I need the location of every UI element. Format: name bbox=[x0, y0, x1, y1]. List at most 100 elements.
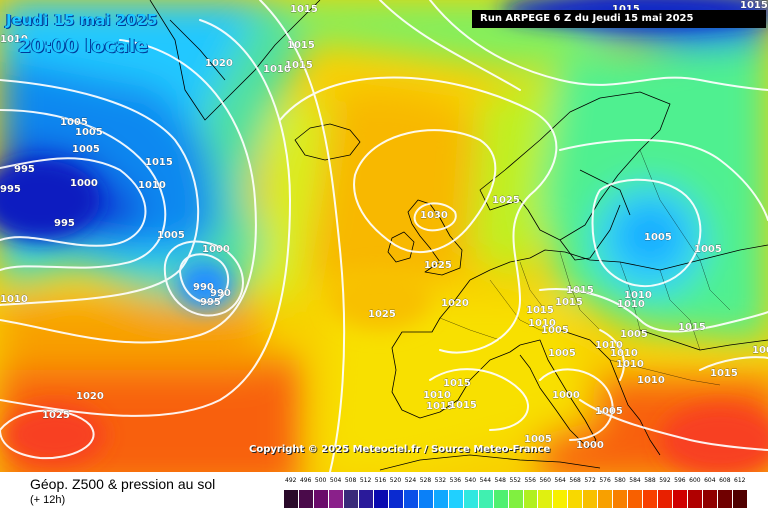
scale-swatch bbox=[388, 490, 404, 508]
scale-swatch bbox=[553, 490, 569, 508]
isobar-label: 1015 bbox=[678, 322, 706, 333]
scale-swatch bbox=[284, 490, 299, 508]
isobar-label: 1010 bbox=[617, 299, 645, 310]
color-scale-swatches bbox=[284, 490, 749, 508]
scale-swatch bbox=[628, 490, 644, 508]
isobar-label: 1010 bbox=[528, 318, 556, 329]
scale-swatch bbox=[508, 490, 524, 508]
isobar-label: 1010 bbox=[616, 359, 644, 370]
isobar-label: 1025 bbox=[368, 309, 396, 320]
scale-swatch bbox=[523, 490, 539, 508]
scale-label: 588 bbox=[644, 477, 656, 484]
isobar-label: 1025 bbox=[424, 260, 452, 271]
scale-swatch bbox=[373, 490, 389, 508]
run-info-banner: Run ARPEGE 6 Z du Jeudi 15 mai 2025 bbox=[472, 10, 766, 28]
isobar-label: 1005 bbox=[157, 230, 185, 241]
scale-swatch bbox=[673, 490, 689, 508]
isobar-label: 1005 bbox=[644, 232, 672, 243]
isobar-label: 1000 bbox=[576, 440, 604, 451]
scale-label: 540 bbox=[464, 477, 477, 484]
scale-swatch bbox=[298, 490, 314, 508]
scale-swatch bbox=[538, 490, 554, 508]
isobar-label: 1025 bbox=[492, 195, 520, 206]
scale-swatch bbox=[403, 490, 419, 508]
isobar-label: 990 bbox=[193, 282, 214, 293]
legend-title: Géop. Z500 & pression au sol bbox=[30, 476, 216, 492]
scale-label: 496 bbox=[299, 477, 312, 484]
scale-label: 568 bbox=[569, 477, 581, 484]
isobar-label: 1010 bbox=[624, 290, 652, 301]
isobar-label: 1005 bbox=[75, 127, 103, 138]
scale-swatch bbox=[643, 490, 659, 508]
isobar-label: 1005 bbox=[752, 345, 768, 356]
isobar-label: 1005 bbox=[60, 117, 88, 128]
isobar-label: 995 bbox=[54, 218, 75, 229]
isobar-label: 1010 bbox=[138, 180, 166, 191]
scale-label: 492 bbox=[285, 477, 297, 484]
legend-bar: Géop. Z500 & pression au sol (+ 12h) 492… bbox=[0, 472, 768, 512]
isobar-label: 1015 bbox=[145, 157, 173, 168]
scale-swatch bbox=[313, 490, 329, 508]
scale-label: 544 bbox=[479, 477, 492, 484]
isobar-label: 995 bbox=[14, 164, 35, 175]
scale-swatch bbox=[448, 490, 464, 508]
scale-swatch bbox=[703, 490, 719, 508]
isobar-label: 1010 bbox=[595, 340, 623, 351]
isobar-label: 1005 bbox=[595, 406, 623, 417]
isobar-label: 1005 bbox=[541, 325, 569, 336]
scale-label: 536 bbox=[449, 477, 462, 484]
scale-swatch bbox=[598, 490, 614, 508]
isobar-label: 1000 bbox=[70, 178, 98, 189]
forecast-time: 20:00 locale bbox=[18, 35, 149, 57]
scale-label: 548 bbox=[494, 477, 506, 484]
scale-label: 532 bbox=[434, 477, 447, 484]
isobar-label: 995 bbox=[0, 184, 21, 195]
color-scale: 492 496 500 504 508 512 516 520 524 528 532 536 540 5… bbox=[284, 477, 749, 508]
scale-label: 556 bbox=[524, 477, 536, 484]
isobar-label: 1010 bbox=[263, 64, 291, 75]
isobar-label: 1005 bbox=[620, 329, 648, 340]
isobar-label: 1020 bbox=[76, 391, 104, 402]
isobar-label: 1015 bbox=[612, 4, 640, 15]
scale-label: 524 bbox=[404, 477, 417, 484]
scale-swatch bbox=[463, 490, 479, 508]
scale-label: 564 bbox=[554, 477, 566, 484]
isobar-label: 1005 bbox=[548, 348, 576, 359]
isobar-label: 1010 bbox=[0, 34, 28, 45]
isobar-label: 1015 bbox=[710, 368, 738, 379]
isobar-label: 1005 bbox=[694, 244, 722, 255]
scale-swatch bbox=[358, 490, 374, 508]
scale-swatch bbox=[493, 490, 509, 508]
scale-label: 528 bbox=[419, 477, 432, 484]
color-scale-labels: 492 496 500 504 508 512 516 520 524 528 532 536 540 5… bbox=[284, 477, 748, 489]
scale-swatch bbox=[658, 490, 674, 508]
scale-swatch bbox=[718, 490, 734, 508]
geopotential-map: 1015 1015 1015 1010 1015 1020 1010 1015 … bbox=[0, 0, 768, 472]
isobar-label: 1015 bbox=[526, 305, 554, 316]
scale-swatch bbox=[613, 490, 629, 508]
scale-label: 604 bbox=[704, 477, 716, 484]
isobar-label: 1010 bbox=[0, 294, 28, 305]
isobar-label: 995 bbox=[200, 297, 221, 308]
isobar-label: 1015 bbox=[566, 285, 594, 296]
scale-label: 508 bbox=[344, 477, 357, 484]
legend-subtitle: (+ 12h) bbox=[30, 494, 66, 506]
scale-swatch bbox=[418, 490, 434, 508]
scale-swatch bbox=[583, 490, 599, 508]
isobar-label: 1020 bbox=[205, 58, 233, 69]
isobar-label: 1010 bbox=[610, 348, 638, 359]
isobar-label: 1000 bbox=[202, 244, 230, 255]
isobar-label: 1015 bbox=[287, 40, 315, 51]
isobar-label: 1015 bbox=[449, 400, 477, 411]
isobar-label: 990 bbox=[210, 288, 231, 299]
isobar-label: 1000 bbox=[552, 390, 580, 401]
scale-swatch bbox=[478, 490, 494, 508]
isobar-label: 1010 bbox=[423, 390, 451, 401]
isobar-label: 1005 bbox=[72, 144, 100, 155]
isobar-label: 1015 bbox=[555, 297, 583, 308]
isobar-label: 1020 bbox=[441, 298, 469, 309]
scale-label: 520 bbox=[389, 477, 402, 484]
scale-label: 584 bbox=[629, 477, 641, 484]
scale-swatch bbox=[733, 490, 749, 508]
scale-swatch bbox=[328, 490, 344, 508]
